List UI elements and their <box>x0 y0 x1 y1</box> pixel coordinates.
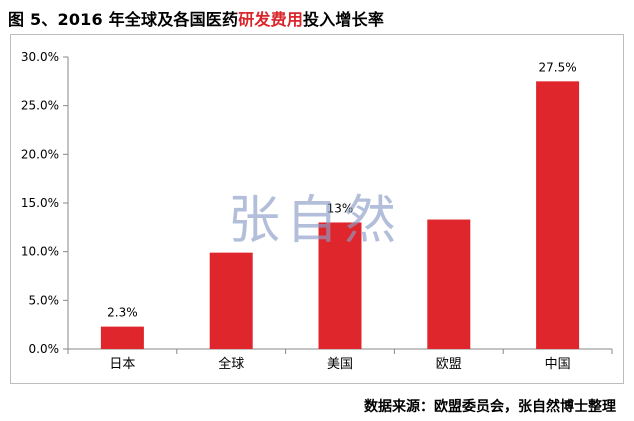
x-tick-label: 中国 <box>545 357 571 372</box>
y-tick-label: 10.0% <box>21 245 59 259</box>
y-tick-label: 25.0% <box>21 99 59 113</box>
x-tick-label: 全球 <box>218 356 244 372</box>
title-prefix: 图 5、2016 年全球及各国医药 <box>8 10 239 29</box>
x-tick-label: 美国 <box>327 357 353 372</box>
bar <box>100 326 144 349</box>
bar <box>427 219 471 349</box>
x-tick-label: 日本 <box>109 357 135 372</box>
y-tick-label: 30.0% <box>21 50 59 64</box>
y-tick-label: 0.0% <box>29 342 60 356</box>
bar <box>209 252 253 349</box>
bar <box>536 81 580 349</box>
y-tick-label: 20.0% <box>21 147 59 161</box>
y-tick-label: 5.0% <box>29 293 60 307</box>
y-tick-label: 15.0% <box>21 196 59 210</box>
chart-frame <box>10 34 624 384</box>
title-suffix: 投入增长率 <box>303 10 385 29</box>
chart-title: 图 5、2016 年全球及各国医药研发费用投入增长率 <box>8 6 384 30</box>
source-note: 数据来源：欧盟委员会，张自然博士整理 <box>364 399 616 415</box>
x-tick-label: 欧盟 <box>436 357 462 372</box>
data-label: 27.5% <box>539 60 577 74</box>
title-highlight: 研发费用 <box>238 10 304 29</box>
data-label: 2.3% <box>107 306 138 320</box>
bar <box>318 222 362 349</box>
data-label: 13% <box>327 201 354 215</box>
